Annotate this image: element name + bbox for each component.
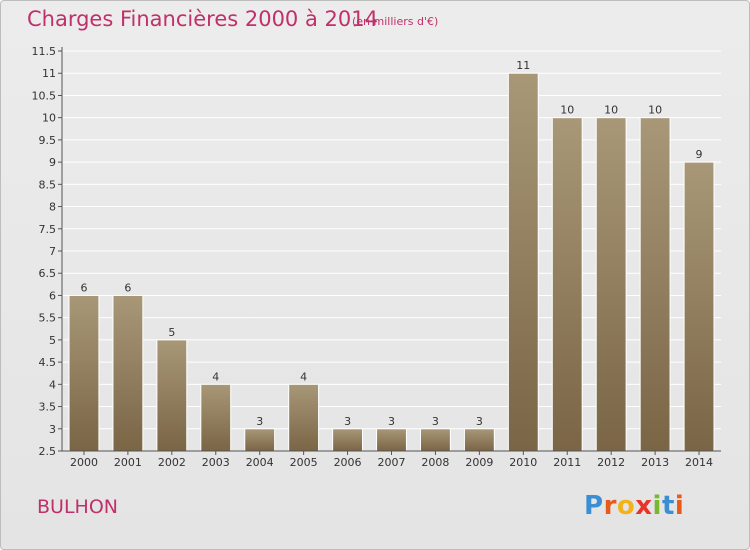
bar-value-label: 3 [388,415,395,428]
bar-value-label: 4 [212,370,219,383]
x-tick-label: 2009 [465,456,493,469]
x-tick-label: 2005 [290,456,318,469]
bar-value-label: 10 [560,104,574,117]
y-tick-label: 10 [42,112,56,125]
logo-letter: t [661,491,675,521]
bar-value-label: 11 [516,59,530,72]
bar-value-label: 3 [476,415,483,428]
bar [288,383,320,452]
x-tick-label: 2014 [685,456,713,469]
y-tick-label: 4.5 [39,356,57,369]
y-tick-label: 10.5 [32,89,57,102]
bar-value-label: 10 [648,104,662,117]
chart-title: Charges Financières 2000 à 2014 [27,7,378,31]
y-tick-label: 4 [49,378,56,391]
y-tick-label: 5.5 [39,312,57,325]
y-tick-label: 2.5 [39,445,57,458]
bar-value-label: 6 [124,281,131,294]
y-tick-label: 8.5 [39,178,57,191]
x-tick-label: 2013 [641,456,669,469]
bar-value-label: 3 [256,415,263,428]
x-tick-label: 2008 [421,456,449,469]
bar-value-label: 5 [168,326,175,339]
x-tick-label: 2001 [114,456,142,469]
bar [419,428,451,452]
x-tick-label: 2000 [70,456,98,469]
y-tick-label: 3.5 [39,401,57,414]
bar [639,117,671,452]
bar-value-label: 6 [80,281,87,294]
bar [683,161,715,452]
x-tick-label: 2004 [246,456,274,469]
y-tick-label: 8 [49,201,56,214]
logo-letter: P [584,491,604,521]
bar [507,72,539,452]
y-tick-label: 11 [42,67,56,80]
y-tick-label: 6 [49,289,56,302]
bar [551,117,583,452]
logo-letter: i [674,491,685,521]
y-tick-label: 9.5 [39,134,57,147]
bar [332,428,364,452]
x-tick-label: 2012 [597,456,625,469]
bar [68,294,100,452]
bar [156,339,188,452]
bar-value-label: 9 [696,148,703,161]
bar [244,428,276,452]
x-tick-label: 2010 [509,456,537,469]
bar-value-label: 4 [300,370,307,383]
y-tick-label: 11.5 [32,45,57,58]
logo-letter: o [616,491,636,521]
bar [376,428,407,452]
x-tick-label: 2003 [202,456,230,469]
x-tick-label: 2011 [553,456,581,469]
bar-value-label: 10 [604,104,618,117]
logo-letter: x [635,491,653,521]
commune-name: BULHON [37,496,118,518]
x-tick-label: 2002 [158,456,186,469]
bar-value-label: 3 [432,415,439,428]
bar [112,294,144,452]
proxiti-logo: Proxiti [584,491,684,521]
bar [463,428,495,452]
x-tick-label: 2006 [334,456,362,469]
chart-subtitle: (en milliers d'€) [352,15,439,28]
x-tick-label: 2007 [378,456,406,469]
bar [200,383,232,452]
bar-value-label: 3 [344,415,351,428]
y-tick-label: 6.5 [39,267,57,280]
bar [595,117,627,452]
y-tick-label: 7 [49,245,56,258]
y-tick-label: 7.5 [39,223,57,236]
y-tick-label: 5 [49,334,56,347]
logo-letter: i [652,491,662,521]
logo-letter: r [603,491,617,521]
y-tick-label: 3 [49,423,56,436]
y-tick-label: 9 [49,156,56,169]
